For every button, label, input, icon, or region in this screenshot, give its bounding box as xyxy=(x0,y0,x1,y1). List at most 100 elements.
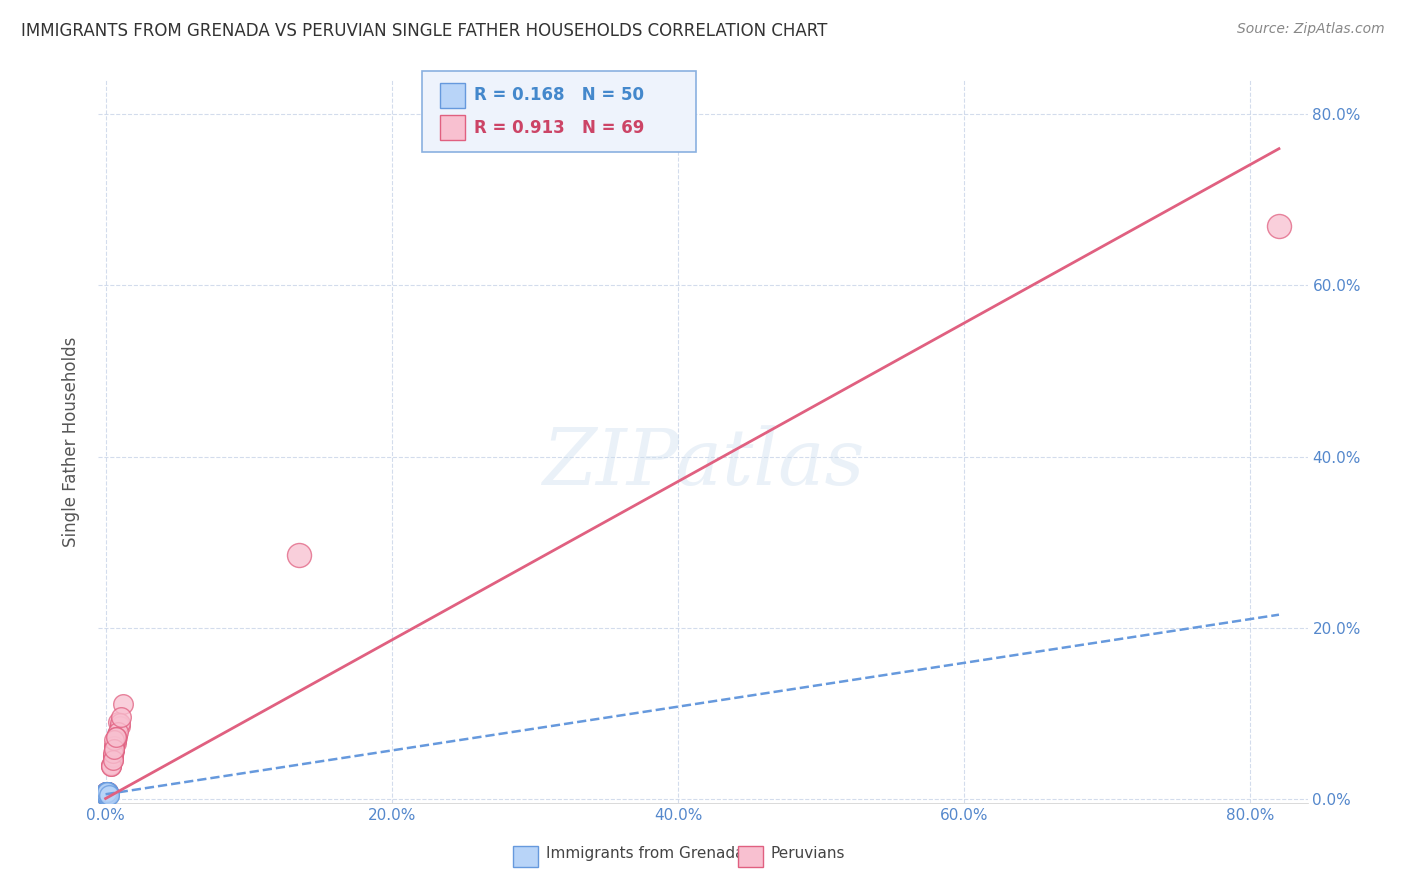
Point xyxy=(96,788,118,802)
Point xyxy=(97,785,120,799)
Point xyxy=(103,742,125,756)
Point xyxy=(97,788,120,802)
Point xyxy=(101,753,124,767)
Point xyxy=(96,785,118,799)
Point xyxy=(96,788,118,802)
Point xyxy=(101,746,124,760)
Point xyxy=(97,786,120,800)
Point xyxy=(96,785,118,799)
Point xyxy=(94,785,117,799)
Point xyxy=(96,788,118,802)
Point xyxy=(96,785,118,799)
Point xyxy=(94,786,117,800)
Point xyxy=(96,786,118,800)
Point xyxy=(96,788,118,802)
Point xyxy=(94,788,117,802)
Point xyxy=(97,786,120,800)
Text: IMMIGRANTS FROM GRENADA VS PERUVIAN SINGLE FATHER HOUSEHOLDS CORRELATION CHART: IMMIGRANTS FROM GRENADA VS PERUVIAN SING… xyxy=(21,22,828,40)
Point xyxy=(97,788,120,802)
Text: Immigrants from Grenada: Immigrants from Grenada xyxy=(546,847,744,861)
Point xyxy=(96,786,118,800)
Point xyxy=(96,788,118,802)
Point xyxy=(101,753,124,767)
Point xyxy=(104,730,127,744)
Point xyxy=(96,788,118,802)
Point xyxy=(103,739,125,753)
Point xyxy=(94,788,117,802)
Point xyxy=(96,788,118,802)
Point xyxy=(94,785,117,799)
Point xyxy=(111,698,134,712)
Point xyxy=(97,788,120,802)
Point xyxy=(101,748,124,763)
Point xyxy=(96,788,118,802)
Point xyxy=(96,788,118,802)
Point xyxy=(97,786,120,800)
Point xyxy=(108,719,131,733)
Text: Source: ZipAtlas.com: Source: ZipAtlas.com xyxy=(1237,22,1385,37)
Point xyxy=(96,785,118,799)
Point xyxy=(107,714,129,729)
Point xyxy=(96,785,118,799)
Point xyxy=(96,786,118,800)
Point xyxy=(97,786,120,800)
Point xyxy=(96,788,118,802)
Point xyxy=(94,785,117,799)
Point xyxy=(103,739,125,753)
Point xyxy=(94,786,117,800)
Point xyxy=(96,788,118,802)
Point xyxy=(101,750,124,764)
Point xyxy=(94,786,117,800)
Point xyxy=(94,786,117,800)
Point xyxy=(96,785,118,799)
Point xyxy=(96,788,118,802)
Point xyxy=(104,730,127,744)
Point xyxy=(96,785,118,799)
Text: R = 0.913   N = 69: R = 0.913 N = 69 xyxy=(474,119,644,136)
Point xyxy=(96,788,118,802)
Point xyxy=(96,788,118,802)
Point xyxy=(103,744,125,758)
Point xyxy=(96,788,118,802)
Point xyxy=(97,786,120,800)
Point xyxy=(107,724,129,739)
Point xyxy=(94,786,117,800)
Point xyxy=(96,788,118,802)
Point xyxy=(287,548,309,562)
Point xyxy=(97,788,120,802)
Point xyxy=(94,788,117,802)
Point xyxy=(96,786,118,800)
Point xyxy=(104,731,127,746)
Point xyxy=(103,733,125,747)
Point xyxy=(104,736,127,750)
Point xyxy=(96,788,118,802)
Y-axis label: Single Father Households: Single Father Households xyxy=(62,336,80,547)
Point xyxy=(96,785,118,799)
Point xyxy=(1268,219,1291,233)
Point xyxy=(96,788,118,802)
Point xyxy=(96,786,118,800)
Point xyxy=(96,785,118,799)
Point xyxy=(100,759,122,773)
Point xyxy=(96,788,118,802)
Point xyxy=(105,727,128,741)
Point xyxy=(97,786,120,800)
Point xyxy=(94,788,117,802)
Point xyxy=(100,758,122,772)
Point xyxy=(101,748,124,763)
Point xyxy=(96,788,118,802)
Point xyxy=(97,785,120,799)
Point xyxy=(96,785,118,799)
Point xyxy=(94,786,117,800)
Point xyxy=(94,788,117,802)
Point xyxy=(103,742,125,756)
Point xyxy=(103,742,125,756)
Point xyxy=(97,786,120,800)
Point xyxy=(104,733,127,747)
Text: ZIPatlas: ZIPatlas xyxy=(541,425,865,501)
Point xyxy=(96,785,118,799)
Point xyxy=(96,786,118,800)
Point xyxy=(94,785,117,799)
Point xyxy=(96,785,118,799)
Point xyxy=(96,785,118,799)
